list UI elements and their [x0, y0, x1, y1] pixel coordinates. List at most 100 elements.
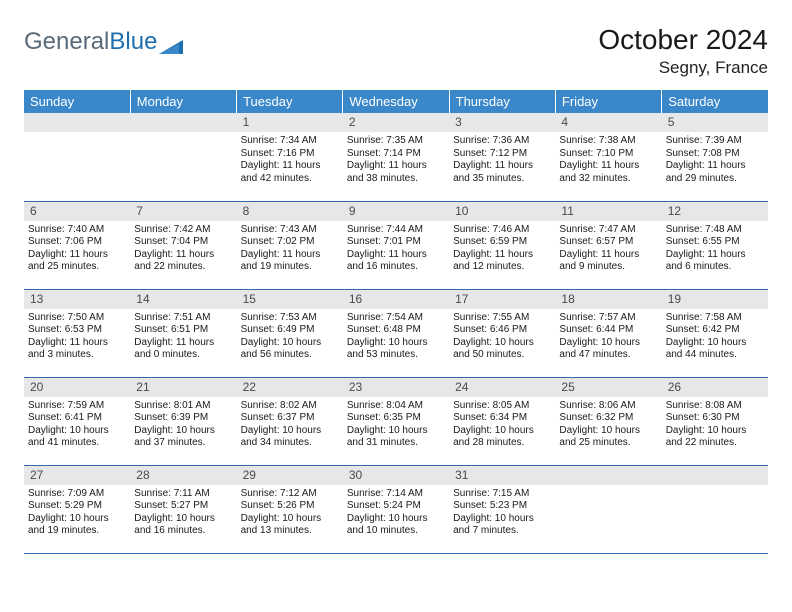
sunset-line: Sunset: 6:55 PM	[666, 236, 764, 249]
day-content: Sunrise: 7:54 AMSunset: 6:48 PMDaylight:…	[343, 309, 449, 366]
day-content: Sunrise: 7:53 AMSunset: 6:49 PMDaylight:…	[237, 309, 343, 366]
daylight-line: Daylight: 10 hours and 7 minutes.	[453, 513, 551, 538]
day-content: Sunrise: 7:42 AMSunset: 7:04 PMDaylight:…	[130, 221, 236, 278]
day-content: Sunrise: 7:48 AMSunset: 6:55 PMDaylight:…	[662, 221, 768, 278]
day-number: 11	[555, 202, 661, 221]
sunrise-line: Sunrise: 7:15 AM	[453, 488, 551, 501]
sunset-line: Sunset: 7:06 PM	[28, 236, 126, 249]
calendar-table: SundayMondayTuesdayWednesdayThursdayFrid…	[24, 90, 768, 554]
sunrise-line: Sunrise: 8:08 AM	[666, 400, 764, 413]
calendar-week-row: 1Sunrise: 7:34 AMSunset: 7:16 PMDaylight…	[24, 113, 768, 201]
daylight-line: Daylight: 11 hours and 22 minutes.	[134, 249, 232, 274]
sunrise-line: Sunrise: 8:05 AM	[453, 400, 551, 413]
calendar-cell: 19Sunrise: 7:58 AMSunset: 6:42 PMDayligh…	[662, 289, 768, 377]
day-content: Sunrise: 7:35 AMSunset: 7:14 PMDaylight:…	[343, 132, 449, 189]
daylight-line: Daylight: 11 hours and 19 minutes.	[241, 249, 339, 274]
brand-logo: GeneralBlue	[24, 24, 183, 56]
day-number: 20	[24, 378, 130, 397]
daylight-line: Daylight: 10 hours and 19 minutes.	[28, 513, 126, 538]
sunset-line: Sunset: 7:10 PM	[559, 148, 657, 161]
calendar-cell: 23Sunrise: 8:04 AMSunset: 6:35 PMDayligh…	[343, 377, 449, 465]
sunset-line: Sunset: 6:46 PM	[453, 324, 551, 337]
sunset-line: Sunset: 6:41 PM	[28, 412, 126, 425]
day-content: Sunrise: 8:02 AMSunset: 6:37 PMDaylight:…	[237, 397, 343, 454]
calendar-cell	[130, 113, 236, 201]
calendar-body: 1Sunrise: 7:34 AMSunset: 7:16 PMDaylight…	[24, 113, 768, 553]
sunrise-line: Sunrise: 7:59 AM	[28, 400, 126, 413]
sunset-line: Sunset: 6:48 PM	[347, 324, 445, 337]
calendar-cell: 22Sunrise: 8:02 AMSunset: 6:37 PMDayligh…	[237, 377, 343, 465]
sunset-line: Sunset: 6:57 PM	[559, 236, 657, 249]
day-number: 16	[343, 290, 449, 309]
calendar-cell: 24Sunrise: 8:05 AMSunset: 6:34 PMDayligh…	[449, 377, 555, 465]
sunrise-line: Sunrise: 7:58 AM	[666, 312, 764, 325]
sunset-line: Sunset: 5:29 PM	[28, 500, 126, 513]
day-content: Sunrise: 7:50 AMSunset: 6:53 PMDaylight:…	[24, 309, 130, 366]
calendar-cell: 20Sunrise: 7:59 AMSunset: 6:41 PMDayligh…	[24, 377, 130, 465]
daylight-line: Daylight: 11 hours and 29 minutes.	[666, 160, 764, 185]
sunrise-line: Sunrise: 7:55 AM	[453, 312, 551, 325]
sunrise-line: Sunrise: 7:42 AM	[134, 224, 232, 237]
day-content: Sunrise: 8:06 AMSunset: 6:32 PMDaylight:…	[555, 397, 661, 454]
day-content: Sunrise: 7:43 AMSunset: 7:02 PMDaylight:…	[237, 221, 343, 278]
day-content: Sunrise: 7:47 AMSunset: 6:57 PMDaylight:…	[555, 221, 661, 278]
calendar-week-row: 27Sunrise: 7:09 AMSunset: 5:29 PMDayligh…	[24, 465, 768, 553]
day-number: 4	[555, 113, 661, 132]
sunset-line: Sunset: 6:35 PM	[347, 412, 445, 425]
daylight-line: Daylight: 10 hours and 34 minutes.	[241, 425, 339, 450]
logo-triangle-icon	[159, 33, 183, 51]
day-number: 25	[555, 378, 661, 397]
empty-day-number	[662, 466, 768, 485]
day-number: 3	[449, 113, 555, 132]
sunrise-line: Sunrise: 7:53 AM	[241, 312, 339, 325]
calendar-cell: 30Sunrise: 7:14 AMSunset: 5:24 PMDayligh…	[343, 465, 449, 553]
day-content: Sunrise: 7:11 AMSunset: 5:27 PMDaylight:…	[130, 485, 236, 542]
sunset-line: Sunset: 6:32 PM	[559, 412, 657, 425]
sunset-line: Sunset: 7:08 PM	[666, 148, 764, 161]
sunrise-line: Sunrise: 8:01 AM	[134, 400, 232, 413]
day-number: 14	[130, 290, 236, 309]
day-content: Sunrise: 7:15 AMSunset: 5:23 PMDaylight:…	[449, 485, 555, 542]
month-title: October 2024	[598, 24, 768, 56]
day-content: Sunrise: 8:08 AMSunset: 6:30 PMDaylight:…	[662, 397, 768, 454]
day-content: Sunrise: 7:55 AMSunset: 6:46 PMDaylight:…	[449, 309, 555, 366]
day-content: Sunrise: 7:51 AMSunset: 6:51 PMDaylight:…	[130, 309, 236, 366]
sunset-line: Sunset: 6:59 PM	[453, 236, 551, 249]
calendar-cell: 15Sunrise: 7:53 AMSunset: 6:49 PMDayligh…	[237, 289, 343, 377]
sunrise-line: Sunrise: 7:54 AM	[347, 312, 445, 325]
day-number: 5	[662, 113, 768, 132]
sunset-line: Sunset: 7:01 PM	[347, 236, 445, 249]
day-number: 23	[343, 378, 449, 397]
day-content: Sunrise: 8:04 AMSunset: 6:35 PMDaylight:…	[343, 397, 449, 454]
day-content: Sunrise: 7:36 AMSunset: 7:12 PMDaylight:…	[449, 132, 555, 189]
day-header: Tuesday	[237, 90, 343, 113]
daylight-line: Daylight: 11 hours and 6 minutes.	[666, 249, 764, 274]
daylight-line: Daylight: 10 hours and 37 minutes.	[134, 425, 232, 450]
calendar-cell: 12Sunrise: 7:48 AMSunset: 6:55 PMDayligh…	[662, 201, 768, 289]
day-number: 21	[130, 378, 236, 397]
day-content: Sunrise: 7:40 AMSunset: 7:06 PMDaylight:…	[24, 221, 130, 278]
calendar-cell: 9Sunrise: 7:44 AMSunset: 7:01 PMDaylight…	[343, 201, 449, 289]
calendar-cell	[24, 113, 130, 201]
day-header: Friday	[555, 90, 661, 113]
day-content: Sunrise: 7:38 AMSunset: 7:10 PMDaylight:…	[555, 132, 661, 189]
day-header-row: SundayMondayTuesdayWednesdayThursdayFrid…	[24, 90, 768, 113]
sunset-line: Sunset: 6:34 PM	[453, 412, 551, 425]
sunset-line: Sunset: 6:30 PM	[666, 412, 764, 425]
day-header: Thursday	[449, 90, 555, 113]
sunset-line: Sunset: 6:49 PM	[241, 324, 339, 337]
calendar-cell: 5 Sunrise: 7:39 AMSunset: 7:08 PMDaylight…	[662, 113, 768, 201]
calendar-cell: 1Sunrise: 7:34 AMSunset: 7:16 PMDaylight…	[237, 113, 343, 201]
calendar-cell: 10Sunrise: 7:46 AMSunset: 6:59 PMDayligh…	[449, 201, 555, 289]
day-number: 18	[555, 290, 661, 309]
day-number: 15	[237, 290, 343, 309]
sunrise-line: Sunrise: 8:02 AM	[241, 400, 339, 413]
day-content: Sunrise: 7:44 AMSunset: 7:01 PMDaylight:…	[343, 221, 449, 278]
sunset-line: Sunset: 7:12 PM	[453, 148, 551, 161]
calendar-cell: 4Sunrise: 7:38 AMSunset: 7:10 PMDaylight…	[555, 113, 661, 201]
calendar-cell: 26Sunrise: 8:08 AMSunset: 6:30 PMDayligh…	[662, 377, 768, 465]
sunrise-line: Sunrise: 7:39 AM	[666, 135, 764, 148]
sunset-line: Sunset: 7:16 PM	[241, 148, 339, 161]
day-number: 30	[343, 466, 449, 485]
day-content: Sunrise: 7:57 AMSunset: 6:44 PMDaylight:…	[555, 309, 661, 366]
